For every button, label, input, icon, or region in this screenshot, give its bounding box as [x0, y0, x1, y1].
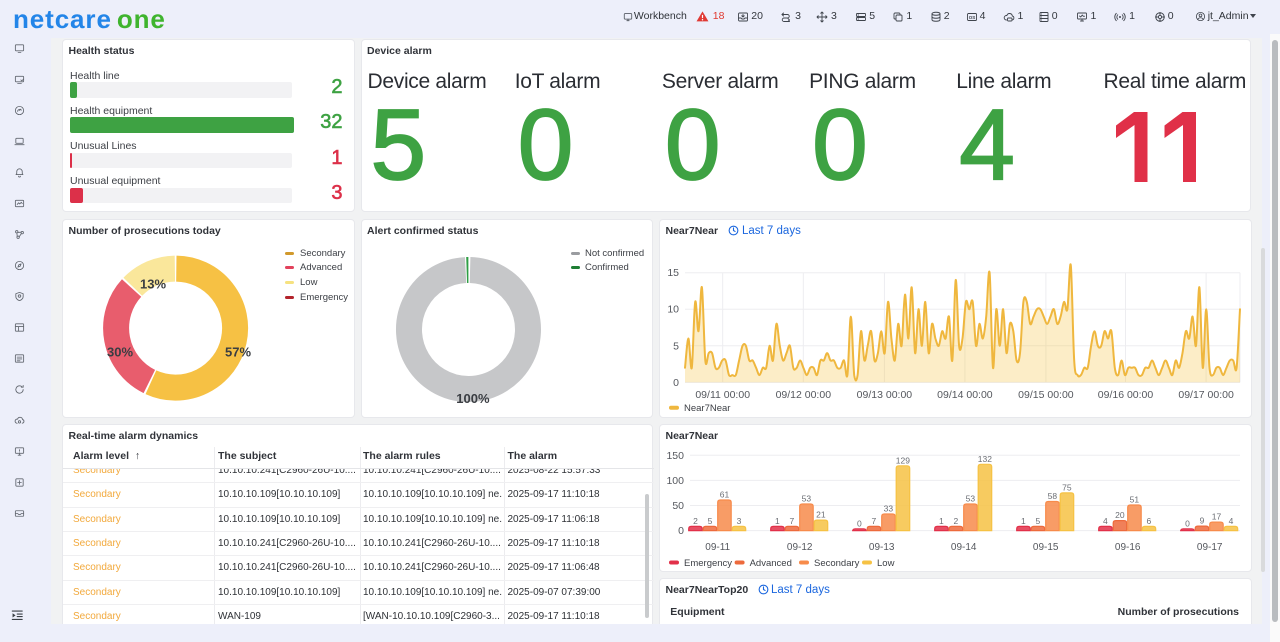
- svg-text:20: 20: [1115, 510, 1125, 520]
- svg-text:0: 0: [673, 376, 679, 388]
- svg-text:1: 1: [775, 516, 780, 526]
- svg-text:33: 33: [884, 504, 894, 514]
- svg-text:1: 1: [1021, 516, 1026, 526]
- svg-text:13%: 13%: [140, 276, 166, 291]
- svg-text:09-12: 09-12: [787, 542, 813, 553]
- svg-text:09-13: 09-13: [869, 542, 895, 553]
- svg-text:100: 100: [666, 475, 684, 487]
- svg-text:09/11 00:00: 09/11 00:00: [695, 389, 750, 401]
- svg-text:1: 1: [939, 516, 944, 526]
- svg-text:Near7Near: Near7Near: [684, 403, 730, 414]
- svg-text:0: 0: [678, 525, 684, 537]
- svg-text:9: 9: [1200, 516, 1205, 526]
- svg-text:53: 53: [802, 494, 812, 504]
- svg-text:30%: 30%: [107, 344, 133, 359]
- svg-text:5: 5: [1036, 516, 1041, 526]
- svg-text:5: 5: [708, 516, 713, 526]
- svg-text:50: 50: [672, 500, 684, 512]
- svg-text:7: 7: [872, 516, 877, 526]
- svg-text:129: 129: [896, 455, 910, 465]
- svg-text:2: 2: [954, 516, 959, 526]
- svg-text:0: 0: [1185, 518, 1190, 528]
- svg-text:75: 75: [1062, 482, 1072, 492]
- svg-text:09/15 00:00: 09/15 00:00: [1018, 389, 1074, 401]
- svg-text:2: 2: [693, 516, 698, 526]
- svg-text:09/14 00:00: 09/14 00:00: [937, 389, 993, 401]
- svg-text:0: 0: [857, 518, 862, 528]
- svg-text:09/13 00:00: 09/13 00:00: [857, 389, 913, 401]
- svg-text:53: 53: [966, 494, 976, 504]
- svg-text:5: 5: [673, 340, 679, 352]
- svg-text:09-16: 09-16: [1115, 542, 1141, 553]
- svg-text:OS: OS: [968, 14, 975, 19]
- svg-text:3: 3: [737, 516, 742, 526]
- svg-text:09-15: 09-15: [1033, 542, 1059, 553]
- svg-text:09-14: 09-14: [951, 542, 977, 553]
- svg-text:Advanced: Advanced: [750, 558, 792, 569]
- svg-text:15: 15: [667, 267, 679, 279]
- svg-text:4: 4: [1103, 516, 1108, 526]
- svg-text:6: 6: [1147, 516, 1152, 526]
- svg-text:51: 51: [1130, 495, 1140, 505]
- svg-text:4: 4: [1229, 516, 1234, 526]
- svg-text:17: 17: [1212, 512, 1222, 522]
- svg-text:09-11: 09-11: [705, 542, 730, 553]
- svg-text:Emergency: Emergency: [684, 558, 732, 569]
- svg-text:57%: 57%: [225, 344, 251, 359]
- svg-text:132: 132: [978, 454, 992, 464]
- svg-text:61: 61: [720, 490, 730, 500]
- svg-text:150: 150: [666, 450, 684, 462]
- svg-text:21: 21: [816, 510, 826, 520]
- svg-text:Low: Low: [877, 558, 895, 569]
- svg-text:09/12 00:00: 09/12 00:00: [776, 389, 832, 401]
- svg-text:58: 58: [1048, 491, 1058, 501]
- svg-text:09/16 00:00: 09/16 00:00: [1098, 389, 1154, 401]
- svg-text:09-17: 09-17: [1197, 542, 1223, 553]
- svg-text:09/17 00:00: 09/17 00:00: [1178, 389, 1234, 401]
- svg-text:7: 7: [790, 516, 795, 526]
- svg-text:10: 10: [667, 303, 679, 315]
- svg-text:Secondary: Secondary: [814, 558, 860, 569]
